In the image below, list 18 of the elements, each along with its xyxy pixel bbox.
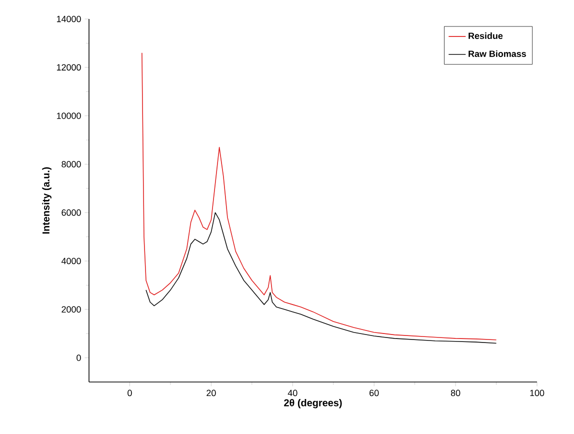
x-tick-label: 80 (450, 390, 460, 396)
y-tick-label: 14000 (56, 16, 81, 22)
x-tick-label: 60 (370, 390, 379, 396)
legend-label: Residue (468, 32, 503, 40)
y-tick-label: 10000 (56, 112, 81, 119)
x-axis-title: 2θ (degrees) (284, 398, 342, 408)
x-tick-label: 100 (530, 390, 544, 396)
legend-label: Raw Biomass (468, 50, 526, 57)
y-axis-title: Intensity (a.u.) (42, 167, 52, 234)
y-tick-label: 6000 (62, 209, 81, 216)
y-tick-label: 2000 (62, 306, 81, 313)
y-tick-label: 8000 (62, 161, 81, 168)
x-tick-label: 0 (128, 390, 132, 396)
x-tick-label: 20 (206, 390, 216, 396)
y-tick-label: 4000 (61, 258, 81, 264)
y-tick-label: 0 (76, 354, 81, 361)
y-tick-label: 12000 (56, 64, 81, 71)
x-tick-label: 40 (288, 390, 298, 396)
